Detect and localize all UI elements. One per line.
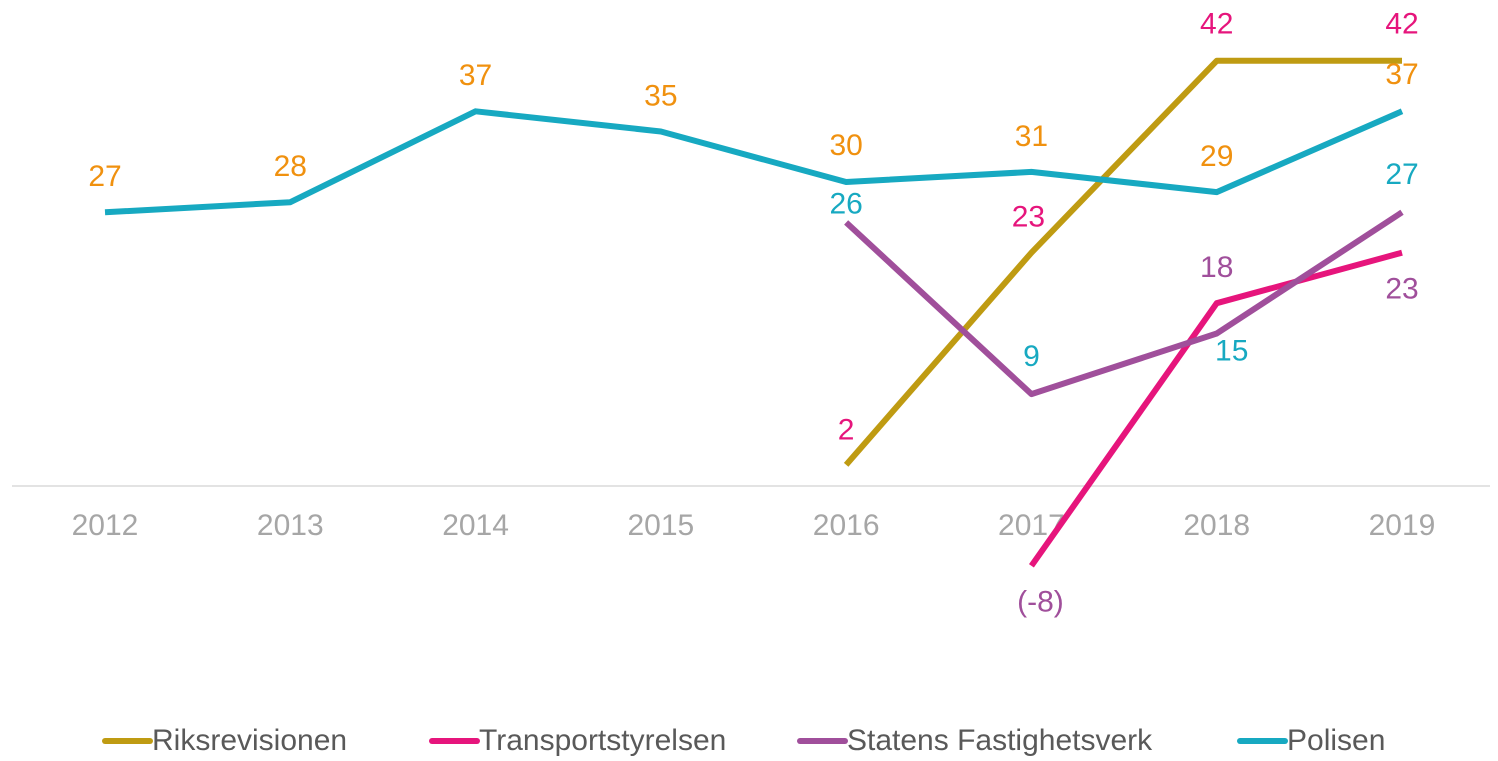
data-label: (-8) <box>1017 586 1064 619</box>
data-label: 15 <box>1215 334 1248 367</box>
legend-label: Transportstyrelsen <box>479 724 726 757</box>
data-label: 29 <box>1200 140 1233 173</box>
series-line <box>1028 249 1403 568</box>
x-tick-label: 2016 <box>813 509 880 542</box>
legend-label: Statens Fastighetsverk <box>847 724 1153 757</box>
x-tick-label: 2013 <box>257 509 324 542</box>
data-label: 37 <box>1385 58 1418 91</box>
legend-label: Riksrevisionen <box>152 724 347 757</box>
data-label: 27 <box>1385 158 1418 191</box>
data-label: 37 <box>459 59 492 92</box>
data-label: 26 <box>829 187 862 220</box>
x-tick-label: 2012 <box>72 509 139 542</box>
data-label: 35 <box>644 79 677 112</box>
data-label: 42 <box>1200 8 1233 41</box>
series-line <box>104 108 1404 216</box>
data-label: 31 <box>1015 120 1048 153</box>
data-label: 42 <box>1385 8 1418 41</box>
x-tick-label: 2019 <box>1369 509 1436 542</box>
data-label: 28 <box>274 150 307 183</box>
data-label: 18 <box>1200 251 1233 284</box>
legend-label: Polisen <box>1287 724 1385 757</box>
series-line <box>843 57 1402 467</box>
x-tick-label: 2015 <box>627 509 694 542</box>
x-tick-label: 2014 <box>442 509 509 542</box>
series-line <box>844 209 1404 398</box>
x-tick-label: 2018 <box>1183 509 1250 542</box>
data-label: 9 <box>1023 340 1040 373</box>
data-label: 23 <box>1012 201 1045 234</box>
data-label: 2 <box>838 414 855 447</box>
data-label: 27 <box>88 160 121 193</box>
data-label: 23 <box>1385 273 1418 306</box>
data-label: 30 <box>829 129 862 162</box>
